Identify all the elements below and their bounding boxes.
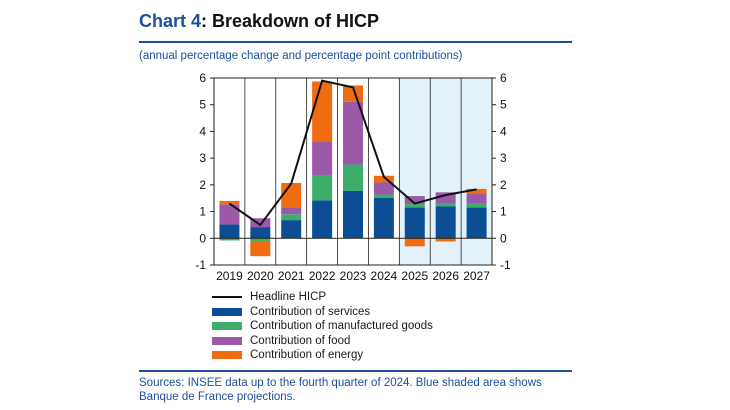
- x-tick-label: 2026: [432, 269, 459, 283]
- x-tick-label: 2019: [216, 269, 243, 283]
- y-tick-label-right: 3: [500, 151, 507, 165]
- legend-swatch-food: [212, 336, 242, 345]
- bar-manufactured: [466, 203, 487, 208]
- bar-manufactured: [343, 164, 363, 191]
- bar-food: [312, 141, 333, 175]
- y-tick-label-left: 2: [199, 178, 206, 192]
- bar-energy: [312, 81, 333, 142]
- y-tick-label-left: 3: [199, 151, 206, 165]
- bar-energy: [466, 188, 487, 194]
- bar-energy: [373, 175, 394, 183]
- bar-manufactured: [281, 214, 302, 221]
- bar-food: [404, 196, 425, 205]
- bar-energy: [281, 182, 302, 208]
- plot-frame: [213, 77, 493, 266]
- y-tick-label-right: 0: [500, 231, 507, 245]
- bar-food: [373, 182, 394, 195]
- chart-plot: -1 -1 0 0 1 1 2 2 3 3 4 4 5 5 6 6 2019 2020 2021 2022 2023 20…: [195, 71, 511, 283]
- x-tick-label: 2020: [247, 269, 274, 283]
- bar-services: [404, 207, 425, 239]
- legend-label-food: Contribution of food: [250, 334, 351, 347]
- bar-energy: [435, 238, 456, 242]
- source-note: Sources: INSEE data up to the fourth qua…: [139, 377, 542, 403]
- bar-food: [250, 218, 271, 228]
- headline-line: [228, 79, 477, 227]
- legend: Headline HICP Contribution of services C…: [212, 290, 433, 363]
- bar-services: [219, 224, 240, 239]
- legend-swatch-headline: [212, 296, 242, 299]
- bar-manufactured: [435, 203, 456, 207]
- y-tick-label-right: -1: [500, 258, 511, 272]
- bar-services: [435, 206, 456, 239]
- y-tick-label-left: 5: [199, 98, 206, 112]
- bar-energy: [343, 85, 363, 102]
- y-tick-label-right: 2: [500, 178, 507, 192]
- legend-label-manufactured: Contribution of manufactured goods: [250, 320, 433, 333]
- x-tick-label: 2024: [371, 269, 398, 283]
- legend-item-manufactured: Contribution of manufactured goods: [212, 319, 433, 334]
- bar-manufactured: [373, 194, 394, 198]
- y-tick-label-right: 6: [500, 71, 507, 85]
- bar-energy: [250, 240, 271, 257]
- chart-subtitle: (annual percentage change and percentage…: [139, 50, 463, 62]
- legend-swatch-manufactured: [212, 322, 242, 331]
- bar-services: [281, 220, 302, 239]
- bar-services: [343, 190, 363, 239]
- bar-energy: [219, 200, 240, 205]
- y-tick-label-left: 4: [199, 124, 206, 138]
- x-tick-label: 2022: [309, 269, 336, 283]
- chart-title-text: : Breakdown of HICP: [201, 11, 380, 31]
- legend-item-food: Contribution of food: [212, 334, 433, 349]
- legend-swatch-energy: [212, 351, 242, 360]
- bar-manufactured: [312, 174, 333, 201]
- y-tick-label-right: 5: [500, 98, 507, 112]
- bar-services: [312, 200, 333, 239]
- bar-energy: [404, 238, 425, 247]
- legend-item-headline: Headline HICP: [212, 290, 433, 305]
- bar-food: [435, 192, 456, 204]
- y-tick-label-left: 0: [199, 231, 206, 245]
- bar-manufactured: [250, 238, 271, 241]
- bar-food: [281, 207, 302, 215]
- bar-manufactured: [404, 204, 425, 208]
- legend-item-energy: Contribution of energy: [212, 348, 433, 363]
- footer-rule: [139, 370, 572, 372]
- legend-item-services: Contribution of services: [212, 305, 433, 320]
- legend-label-services: Contribution of services: [250, 305, 371, 318]
- bar-food: [219, 204, 240, 225]
- y-tick-label-left: 6: [199, 71, 206, 85]
- y-tick-label-right: 4: [500, 124, 507, 138]
- x-tick-label: 2021: [278, 269, 305, 283]
- legend-label-headline: Headline HICP: [250, 291, 327, 304]
- legend-swatch-services: [212, 307, 242, 316]
- bar-services: [250, 227, 271, 239]
- legend-label-energy: Contribution of energy: [250, 349, 364, 362]
- bar-food: [466, 193, 487, 204]
- chart-number: Chart 4: [139, 11, 202, 31]
- x-tick-label: 2025: [401, 269, 428, 283]
- bar-manufactured: [219, 238, 240, 241]
- y-tick-label-right: 1: [500, 205, 507, 219]
- chart-title: Chart 4: Breakdown of HICP: [139, 11, 379, 32]
- x-tick-label: 2027: [463, 269, 490, 283]
- title-rule: [139, 41, 572, 43]
- y-tick-label-left: 1: [199, 205, 206, 219]
- bar-food: [343, 101, 363, 165]
- bar-services: [466, 207, 487, 239]
- bar-services: [373, 197, 394, 239]
- x-tick-label: 2023: [340, 269, 367, 283]
- y-tick-label-left: -1: [195, 258, 206, 272]
